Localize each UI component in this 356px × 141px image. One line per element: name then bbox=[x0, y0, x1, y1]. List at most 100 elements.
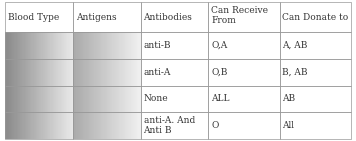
Bar bbox=[114, 32, 115, 59]
Bar bbox=[132, 32, 133, 59]
Bar bbox=[20, 112, 21, 139]
Bar bbox=[36, 112, 37, 139]
Bar bbox=[137, 59, 139, 86]
Bar bbox=[66, 59, 68, 86]
Bar bbox=[105, 86, 106, 112]
Bar bbox=[98, 112, 99, 139]
Bar bbox=[73, 2, 141, 32]
Bar bbox=[124, 32, 125, 59]
Bar bbox=[82, 59, 84, 86]
Bar bbox=[130, 112, 131, 139]
Bar bbox=[5, 2, 73, 32]
Bar bbox=[22, 32, 24, 59]
Bar bbox=[119, 86, 121, 112]
Bar bbox=[41, 86, 43, 112]
Bar bbox=[54, 32, 55, 59]
Bar bbox=[136, 59, 138, 86]
Bar bbox=[7, 32, 9, 59]
Bar bbox=[26, 32, 27, 59]
Bar bbox=[125, 112, 126, 139]
Bar bbox=[116, 59, 117, 86]
Bar bbox=[68, 32, 70, 59]
Bar bbox=[35, 32, 36, 59]
Bar bbox=[208, 2, 279, 32]
Bar bbox=[59, 112, 61, 139]
Bar bbox=[110, 59, 112, 86]
Bar bbox=[51, 59, 52, 86]
Bar bbox=[120, 86, 122, 112]
Bar bbox=[118, 32, 120, 59]
Bar bbox=[31, 112, 33, 139]
Bar bbox=[125, 32, 126, 59]
Bar bbox=[22, 112, 24, 139]
Bar bbox=[85, 32, 87, 59]
Bar bbox=[41, 59, 43, 86]
Bar bbox=[120, 32, 122, 59]
Bar bbox=[56, 59, 58, 86]
Bar bbox=[141, 2, 208, 32]
Bar bbox=[23, 86, 25, 112]
Bar bbox=[104, 86, 105, 112]
Bar bbox=[94, 86, 96, 112]
Bar bbox=[89, 112, 90, 139]
Bar bbox=[92, 59, 94, 86]
Bar bbox=[61, 86, 62, 112]
Bar bbox=[6, 86, 8, 112]
Bar bbox=[97, 112, 98, 139]
Bar bbox=[90, 86, 91, 112]
Bar bbox=[87, 86, 88, 112]
Bar bbox=[208, 32, 279, 59]
Bar bbox=[141, 32, 208, 59]
Bar bbox=[51, 32, 52, 59]
Bar bbox=[138, 59, 140, 86]
Bar bbox=[101, 32, 103, 59]
Bar bbox=[133, 59, 134, 86]
Bar bbox=[62, 112, 63, 139]
Bar bbox=[109, 32, 111, 59]
Bar bbox=[5, 59, 73, 86]
Bar bbox=[121, 59, 123, 86]
Text: Blood Type: Blood Type bbox=[8, 13, 59, 22]
Bar bbox=[102, 86, 104, 112]
Bar bbox=[110, 32, 112, 59]
Bar bbox=[87, 59, 88, 86]
Bar bbox=[5, 32, 7, 59]
Bar bbox=[110, 112, 112, 139]
Bar bbox=[23, 112, 25, 139]
Bar bbox=[65, 112, 67, 139]
Bar bbox=[59, 32, 61, 59]
Bar bbox=[73, 2, 141, 32]
Bar bbox=[138, 32, 140, 59]
Bar bbox=[30, 86, 32, 112]
Bar bbox=[38, 32, 40, 59]
Bar bbox=[19, 59, 20, 86]
Bar bbox=[5, 86, 7, 112]
Text: B, AB: B, AB bbox=[282, 68, 308, 77]
Bar bbox=[104, 112, 105, 139]
Bar bbox=[134, 86, 135, 112]
Bar bbox=[64, 112, 66, 139]
Bar bbox=[119, 112, 121, 139]
Bar bbox=[121, 32, 123, 59]
Bar bbox=[136, 32, 138, 59]
Bar bbox=[279, 59, 351, 86]
Bar bbox=[208, 86, 279, 112]
Bar bbox=[126, 86, 127, 112]
Bar bbox=[37, 59, 38, 86]
Bar bbox=[127, 112, 129, 139]
Bar bbox=[48, 32, 50, 59]
Bar bbox=[66, 32, 68, 59]
Bar bbox=[116, 112, 117, 139]
Bar bbox=[56, 112, 58, 139]
Bar bbox=[26, 86, 27, 112]
Bar bbox=[71, 32, 72, 59]
Bar bbox=[5, 59, 7, 86]
Bar bbox=[26, 112, 27, 139]
Bar bbox=[118, 86, 120, 112]
Bar bbox=[111, 32, 113, 59]
Text: O,B: O,B bbox=[211, 68, 227, 77]
Bar bbox=[43, 32, 44, 59]
Bar bbox=[116, 86, 117, 112]
Bar bbox=[25, 112, 26, 139]
Bar bbox=[279, 86, 351, 112]
